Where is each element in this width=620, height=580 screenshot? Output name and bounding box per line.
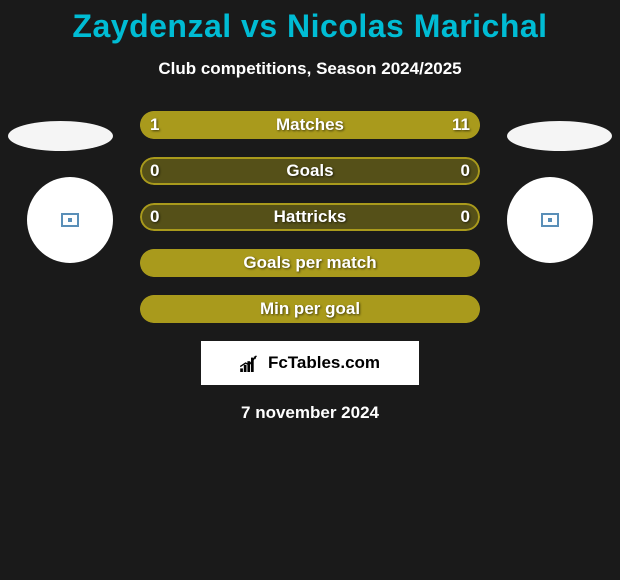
stat-label: Matches	[140, 111, 480, 139]
avatar-placeholder-icon	[541, 213, 559, 227]
stat-value-left: 1	[150, 111, 159, 139]
logo-box: FcTables.com	[201, 341, 419, 385]
stat-row: Min per goal	[140, 295, 480, 323]
stat-label: Goals per match	[140, 249, 480, 277]
stat-row: Hattricks0 0	[140, 203, 480, 231]
player-avatar-left	[27, 177, 113, 263]
stat-value-left: 0	[150, 157, 159, 185]
stat-value-right: 0	[461, 157, 470, 185]
stats-container: Matches111Goals00Hattricks00Goals per ma…	[140, 111, 480, 323]
player-badge-right	[507, 121, 612, 151]
stat-row: Goals per match	[140, 249, 480, 277]
avatar-placeholder-icon	[61, 213, 79, 227]
player-avatar-right	[507, 177, 593, 263]
player-badge-left	[8, 121, 113, 151]
stat-label: Hattricks	[140, 203, 480, 231]
stat-value-right: 0	[461, 203, 470, 231]
stat-value-right: 11	[452, 111, 470, 139]
stat-value-left: 0	[150, 203, 159, 231]
stat-row: Goals0 0	[140, 157, 480, 185]
logo-text: FcTables.com	[268, 353, 380, 373]
date-text: 7 november 2024	[0, 403, 620, 423]
page-title: Zaydenzal vs Nicolas Marichal	[0, 0, 620, 45]
stat-label: Goals	[140, 157, 480, 185]
fctables-icon	[240, 354, 262, 372]
subtitle: Club competitions, Season 2024/2025	[0, 59, 620, 79]
stat-row: Matches111	[140, 111, 480, 139]
stat-label: Min per goal	[140, 295, 480, 323]
